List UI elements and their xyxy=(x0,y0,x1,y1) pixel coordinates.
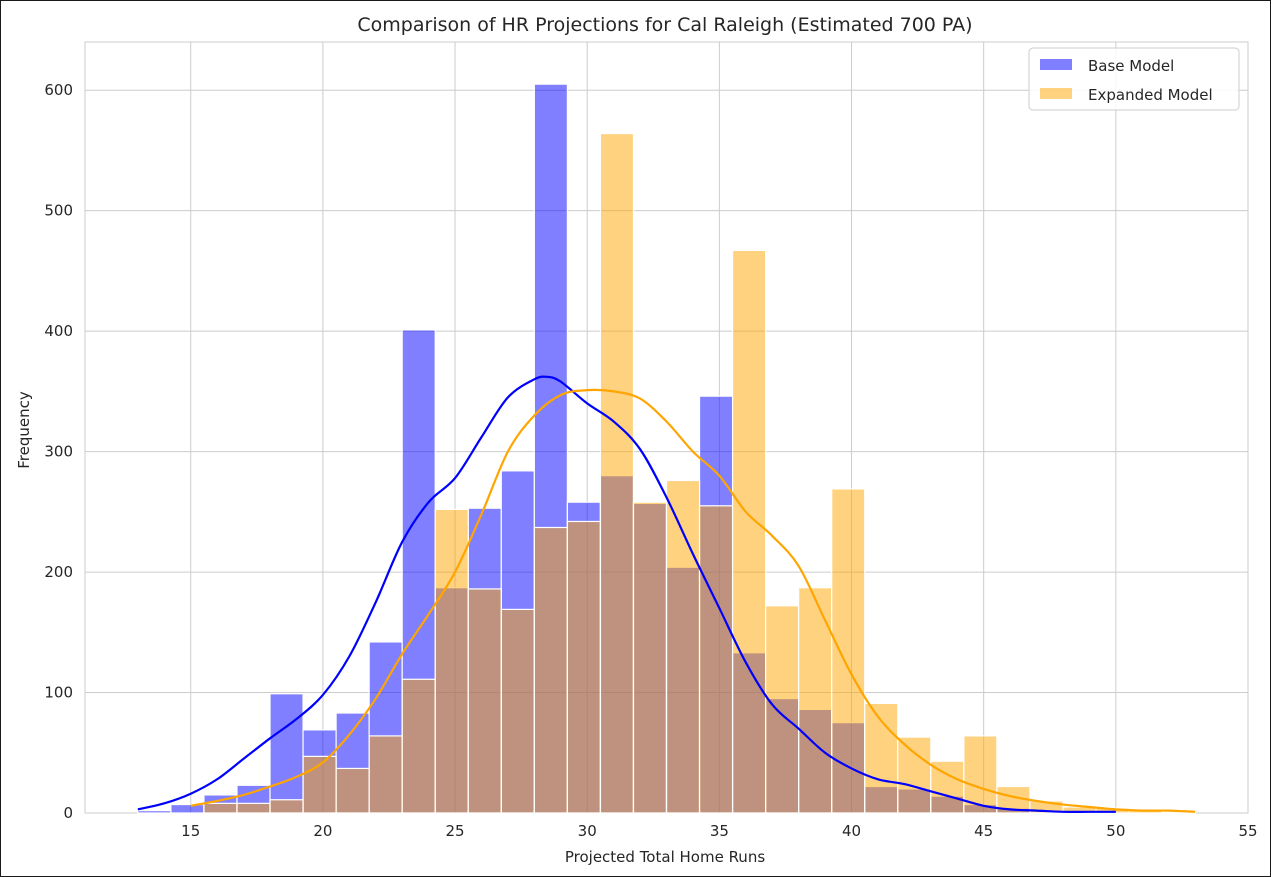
x-tick-labels: 15 20 25 30 35 40 45 50 55 xyxy=(181,822,1257,840)
bar-expanded-model xyxy=(897,736,932,814)
y-tick-label: 200 xyxy=(44,563,73,581)
bar-base-model xyxy=(137,809,172,814)
legend-swatch-expanded-model xyxy=(1040,88,1072,99)
bar-expanded-model xyxy=(798,587,833,814)
histogram-bars xyxy=(137,83,1196,814)
bar-expanded-model xyxy=(533,526,568,814)
bar-base-model xyxy=(170,803,205,814)
kde-line-base-model xyxy=(137,375,1116,813)
bar-expanded-model xyxy=(963,735,998,814)
x-tick-label: 50 xyxy=(1106,822,1125,840)
legend-label-expanded-model: Expanded Model xyxy=(1088,86,1213,104)
chart-title: Comparison of HR Projections for Cal Ral… xyxy=(357,14,972,36)
legend: Base Model Expanded Model xyxy=(1028,47,1240,111)
x-tick-label: 35 xyxy=(710,822,729,840)
bar-expanded-model xyxy=(632,501,668,814)
bar-expanded-model xyxy=(831,488,866,814)
bar-expanded-model xyxy=(765,605,800,814)
x-tick-label: 40 xyxy=(842,822,861,840)
bar-expanded-model xyxy=(500,608,535,814)
bar-expanded-model xyxy=(731,249,767,814)
kde-line-expanded-model xyxy=(190,388,1196,813)
x-axis-label: Projected Total Home Runs xyxy=(565,848,765,866)
y-tick-label: 0 xyxy=(63,804,73,822)
y-tick-label: 100 xyxy=(44,684,73,702)
legend-box xyxy=(1028,47,1240,111)
x-tick-label: 55 xyxy=(1238,822,1257,840)
y-tick-label: 300 xyxy=(44,443,73,461)
kde-curves xyxy=(137,375,1196,813)
y-tick-labels: 0 100 200 300 400 500 600 xyxy=(44,81,73,822)
y-tick-label: 400 xyxy=(44,322,73,340)
bar-expanded-model xyxy=(368,735,403,814)
bar-expanded-model xyxy=(236,802,271,814)
legend-label-base-model: Base Model xyxy=(1088,57,1174,75)
legend-swatch-base-model xyxy=(1040,59,1072,70)
bar-base-model xyxy=(269,693,304,814)
x-tick-label: 45 xyxy=(974,822,993,840)
bar-expanded-model xyxy=(401,678,436,814)
x-tick-label: 30 xyxy=(578,822,597,840)
bar-expanded-model xyxy=(665,479,701,814)
bar-expanded-model xyxy=(930,760,965,814)
y-tick-label: 600 xyxy=(44,81,73,99)
bar-expanded-model xyxy=(269,799,304,814)
x-tick-label: 15 xyxy=(181,822,200,840)
x-tick-label: 25 xyxy=(445,822,464,840)
bar-expanded-model xyxy=(698,505,734,814)
y-axis-label: Frequency xyxy=(15,391,33,469)
bar-expanded-model xyxy=(599,132,635,814)
x-tick-label: 20 xyxy=(313,822,332,840)
bar-expanded-model xyxy=(467,588,502,814)
bar-expanded-model xyxy=(566,520,602,814)
bar-expanded-model xyxy=(335,767,370,814)
bar-expanded-model xyxy=(203,802,238,814)
y-tick-label: 500 xyxy=(44,202,73,220)
